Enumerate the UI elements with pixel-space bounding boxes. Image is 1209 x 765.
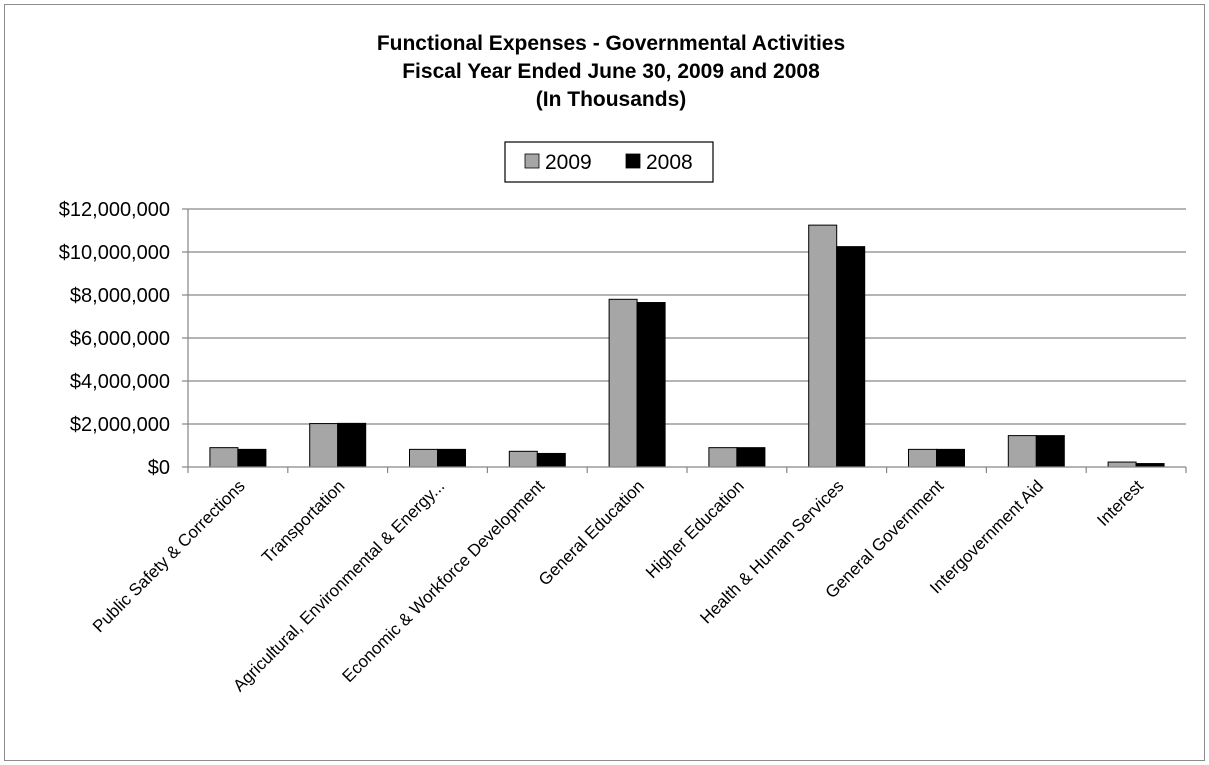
legend-box (504, 141, 714, 183)
y-tick-label: $2,000,000 (70, 414, 170, 436)
x-category-label: Transportation (258, 476, 348, 566)
chart-title-line: Fiscal Year Ended June 30, 2009 and 2008 (402, 60, 820, 83)
bar (409, 448, 438, 468)
bar (309, 423, 339, 468)
bar (736, 447, 766, 468)
bar (636, 302, 666, 468)
legend-label: 2008 (646, 151, 693, 174)
y-tick-label: $8,000,000 (70, 285, 170, 307)
y-tick-label: $6,000,000 (70, 328, 170, 350)
x-axis-category-labels: Public Safety & Corrections Transportatio… (89, 476, 1147, 695)
bar (237, 448, 267, 468)
bar (209, 447, 239, 468)
y-axis-tick-labels: $0 $2,000,000 $4,000,000 $6,000,000 $8,000,0… (59, 199, 170, 479)
x-category-label: Economic & Workforce Development (338, 476, 548, 686)
bar (437, 448, 466, 468)
bar (708, 447, 738, 468)
x-category-label: Intergovernment Aid (926, 476, 1047, 597)
bar (836, 246, 866, 468)
x-category-label: Higher Education (642, 476, 748, 582)
x-axis (187, 209, 1187, 473)
chart-legend: 2009 2008 (504, 141, 714, 183)
x-category-label: Agricultural, Environmental & Energy... (229, 476, 448, 695)
x-category-label: Interest (1093, 476, 1147, 530)
bars (209, 224, 1165, 468)
chart-title-line: Functional Expenses - Governmental Activ… (377, 32, 845, 55)
bar (536, 452, 566, 468)
bar (908, 448, 937, 468)
x-category-label: General Education (535, 476, 648, 589)
bar (337, 422, 367, 468)
y-tick-label: $12,000,000 (59, 199, 170, 221)
bar (1007, 435, 1037, 468)
legend-swatch (524, 153, 540, 169)
x-category-label: Public Safety & Corrections (89, 476, 249, 636)
y-tick-label: $4,000,000 (70, 371, 170, 393)
bar (808, 224, 838, 468)
bar (608, 298, 638, 468)
chart-title-line: (In Thousands) (536, 88, 687, 111)
chart-title: Functional Expenses - Governmental Activ… (377, 32, 845, 111)
legend-swatch (625, 153, 641, 169)
legend-label: 2009 (545, 151, 592, 174)
y-tick-label: $10,000,000 (59, 242, 170, 264)
chart-frame (4, 4, 1205, 761)
bar (936, 448, 965, 468)
bar (1107, 461, 1137, 468)
bar (508, 450, 538, 468)
bar (1035, 435, 1065, 468)
y-tick-label: $0 (148, 457, 170, 479)
